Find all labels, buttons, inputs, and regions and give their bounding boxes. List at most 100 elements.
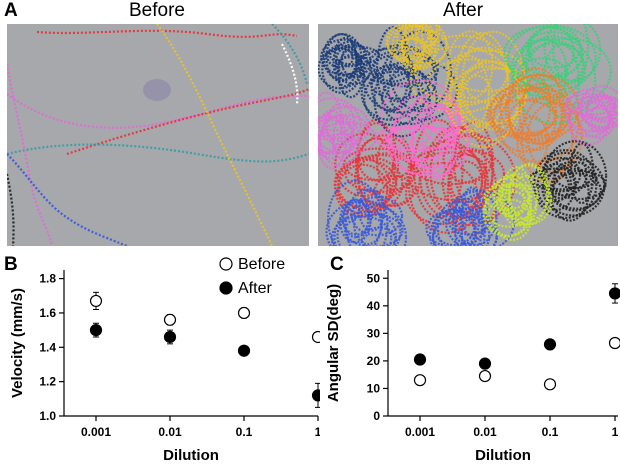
after-track-8-3 [318,116,351,137]
after-point [163,330,177,344]
after-track-12-3 [586,98,618,122]
after-track-5-13 [526,101,583,174]
y-tick-label: 0 [373,409,380,423]
after-title: After [442,0,484,21]
y-tick-label: 50 [367,271,381,285]
before-track-7 [7,173,15,246]
y-tick-label: 40 [367,299,381,313]
after-track-4-2 [543,24,602,82]
after-track-5-1 [498,86,580,163]
after-track-9-11 [536,162,576,211]
after-track-9-12 [533,149,598,220]
legend-label-before: Before [238,256,285,273]
y-tick-label: 1.0 [39,409,56,423]
after-track-13-13 [484,177,532,237]
after-point [608,287,620,300]
angular-sd-chart: 0 10 20 30 40 50 0.001 0.01 0.1 1 Dilution Angular … [325,270,620,464]
before-track-2 [66,87,309,156]
after-track-13-7 [503,175,553,226]
after-track-14-12 [414,24,433,61]
after-track-0-5 [373,174,414,208]
after-track-2-8 [362,44,437,114]
x-tick-label: 0.001 [405,425,435,439]
after-track-1-2 [424,126,488,218]
after-track-6-5 [342,198,370,239]
before-point [543,378,557,391]
after-track-8-0 [318,109,347,170]
after-point [311,389,320,402]
before-track-9 [281,43,299,105]
after-track-2-6 [360,65,420,121]
after-track-7-1 [428,206,491,246]
before-track-3 [7,143,309,163]
before-point [311,330,320,344]
after-track-10-9 [421,106,455,181]
after-track-10-0 [394,95,435,149]
stain-spot [143,79,171,101]
after-track-2-10 [370,63,412,112]
after-track-9-4 [541,156,606,217]
after-track-0-13 [357,137,396,181]
after-track-4-4 [552,24,590,85]
after-track-14-1 [410,24,433,45]
after-track-8-11 [318,97,362,156]
after-point [543,338,557,351]
after-point [478,357,492,370]
after-track-3-11 [455,31,509,128]
after-track-7-9 [431,215,498,246]
y-tick-label: 1.2 [39,375,56,389]
y-axis-label: Velocity (mm/s) [9,288,26,398]
after-point [413,353,427,366]
after-track-13-12 [498,172,539,221]
panel-c-label: C [330,254,344,275]
after-track-9-3 [551,172,603,210]
y-tick-label: 1.6 [39,306,56,320]
after-tracks [318,24,618,246]
after-track-11-10 [337,48,365,99]
y-axis-label: Angular SD(deg) [325,284,342,402]
after-track-3-8 [447,30,494,100]
x-tick-label: 0.01 [473,425,497,439]
before-track-1 [7,93,309,129]
y-tick-label: 1.8 [39,272,56,286]
after-track-4-7 [511,35,597,125]
after-track-6-13 [336,210,398,246]
before-point [413,374,427,387]
after-track-6-9 [339,198,372,244]
after-track-8-10 [319,114,361,167]
after-track-11-6 [333,56,366,78]
x-tick-label: 0.001 [81,425,111,439]
legend-label-after: After [238,280,272,297]
after-track-10-10 [407,92,460,150]
after-track-11-12 [340,46,359,76]
before-point [237,306,251,320]
after-track-14-4 [391,24,440,68]
after-track-10-12 [386,124,451,152]
velocity-chart: 1.0 1.2 1.4 1.6 1.8 0.001 0.01 0.1 1 Dilution Velo… [9,256,320,464]
after-track-1-5 [419,133,517,226]
legend-marker-before [219,257,233,271]
after-track-7-10 [454,200,486,246]
after-track-3-2 [448,46,519,148]
after-track-3-7 [445,49,525,93]
after-track-6-11 [325,199,402,246]
after-track-14-11 [404,24,438,56]
after-track-12-12 [585,94,613,134]
after-track-2-11 [380,72,438,126]
after-track-0-7 [356,134,412,199]
after-track-6-10 [344,188,389,246]
after-track-6-7 [326,179,383,246]
y-tick-label: 30 [367,326,381,340]
x-tick-label: 0.01 [158,425,182,439]
after-track-5-0 [492,87,557,153]
after-track-10-11 [382,126,450,162]
before-point [608,336,620,350]
legend-marker-after [219,281,233,295]
after-track-9-10 [543,170,570,203]
after-track-12-13 [589,104,617,124]
after-track-2-12 [363,70,426,127]
after-image [318,24,618,246]
panel-a-label: A [4,0,18,21]
after-track-14-10 [415,24,441,47]
before-tracks [7,24,309,246]
